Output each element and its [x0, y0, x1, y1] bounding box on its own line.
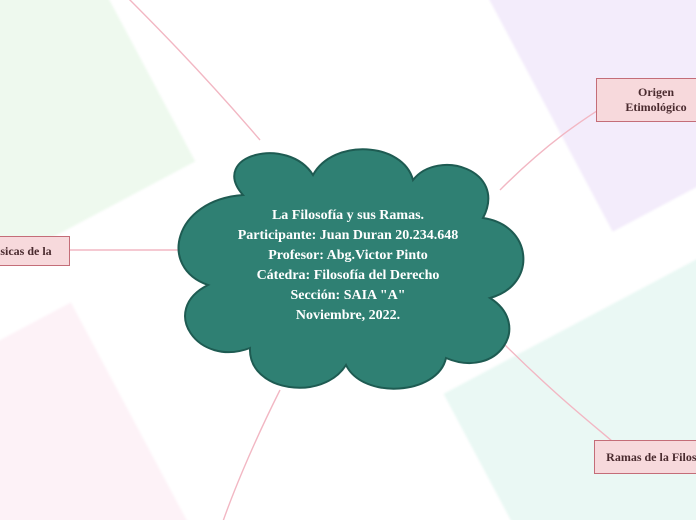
svg-text:La Filosofía y sus Ramas.: La Filosofía y sus Ramas. [272, 208, 424, 223]
svg-text:Profesor: Abg.Victor Pinto: Profesor: Abg.Victor Pinto [268, 248, 428, 263]
central-cloud[interactable]: La Filosofía y sus Ramas. Participante: J… [138, 120, 558, 410]
svg-text:Sección: SAIA "A": Sección: SAIA "A" [290, 288, 405, 303]
node-label: ásicas de la [0, 244, 52, 259]
node-label: Ramas de la Filosofí [606, 450, 696, 465]
node-ramas-filosofia[interactable]: Ramas de la Filosofí [594, 440, 696, 474]
node-label: Origen Etimológico [607, 85, 696, 115]
svg-text:Participante: Juan Duran 20.23: Participante: Juan Duran 20.234.648 [238, 228, 459, 243]
svg-text:Cátedra: Filosofía del Derech: Cátedra: Filosofía del Derecho [257, 268, 440, 283]
node-origen-etimologico[interactable]: Origen Etimológico [596, 78, 696, 122]
node-basicas[interactable]: ásicas de la [0, 236, 70, 266]
mindmap-stage: La Filosofía y sus Ramas. Participante: J… [0, 0, 696, 520]
svg-text:Noviembre, 2022.: Noviembre, 2022. [296, 308, 400, 323]
